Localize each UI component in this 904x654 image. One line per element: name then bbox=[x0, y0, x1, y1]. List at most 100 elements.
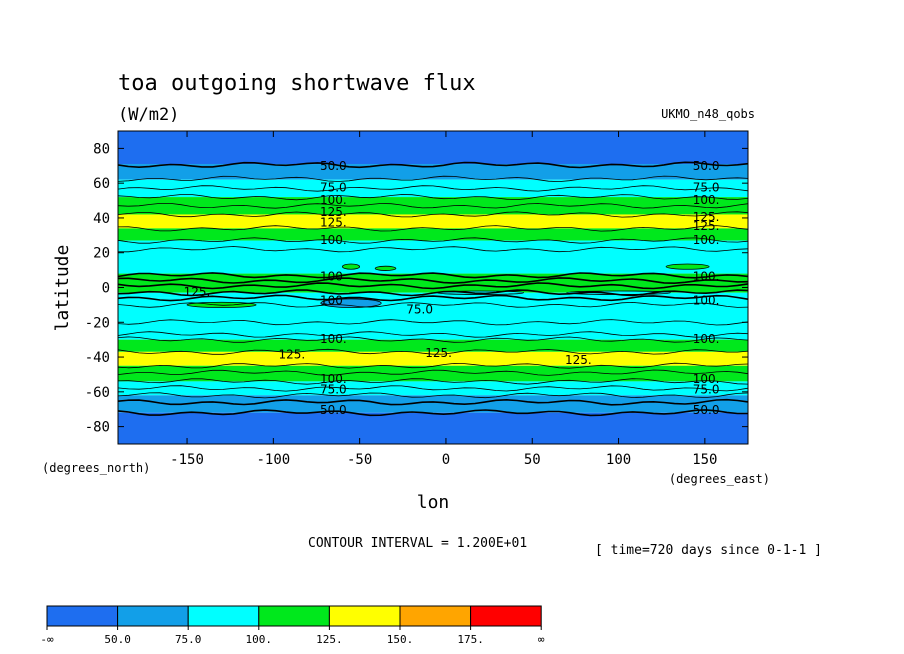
contour-band-12 bbox=[118, 365, 748, 382]
colorbar-label-3: 100. bbox=[246, 633, 273, 646]
colorbar-label-4: 125. bbox=[316, 633, 343, 646]
contour-label-22: 100. bbox=[693, 233, 720, 247]
contour-label-5: 100. bbox=[320, 233, 347, 247]
colorbar-swatch-6 bbox=[470, 605, 542, 627]
contour-patch-2 bbox=[665, 263, 710, 270]
contour-label-3: 125. bbox=[320, 205, 347, 219]
contour-line-7 bbox=[117, 237, 749, 244]
contour-line-18 bbox=[117, 348, 749, 355]
x-tick-label-6: 150 bbox=[692, 452, 717, 468]
contour-line-9 bbox=[117, 272, 749, 279]
x-tick-label-4: 50 bbox=[524, 452, 541, 468]
contour-line-1 bbox=[117, 175, 749, 183]
contour-label-9: 75.0 bbox=[406, 302, 433, 316]
contour-lines bbox=[117, 161, 749, 417]
y-tick-label-8: -80 bbox=[85, 420, 110, 436]
contour-label-6: 100 bbox=[320, 269, 343, 283]
y-axis-label: latitude bbox=[52, 245, 73, 332]
contour-line-2 bbox=[117, 185, 749, 192]
x-axis-label: lon bbox=[417, 492, 450, 513]
colorbar-swatch-1 bbox=[117, 605, 189, 627]
contour-label-24: 100. bbox=[693, 294, 720, 308]
colorbar-label-0: -∞ bbox=[40, 633, 54, 646]
contour-band-4 bbox=[118, 214, 748, 229]
colorbar-label-5: 150. bbox=[387, 633, 414, 646]
contour-label-2: 100. bbox=[320, 193, 347, 207]
y-tick-label-0: 80 bbox=[93, 141, 110, 157]
time-note: [ time=720 days since 0-1-1 ] bbox=[595, 543, 822, 558]
contour-label-28: 50.0 bbox=[693, 403, 720, 417]
contour-label-15: 75.0 bbox=[320, 382, 347, 396]
contour-label-26: 100. bbox=[693, 372, 720, 386]
y-tick-label-5: -20 bbox=[85, 315, 110, 331]
contour-label-7: 125. bbox=[184, 285, 211, 299]
contour-line-23 bbox=[117, 392, 749, 399]
colorbar-label-2: 75.0 bbox=[175, 633, 202, 646]
contour-label-19: 100. bbox=[693, 193, 720, 207]
colorbar: -∞ 50.0 75.0 100. 125. 150. 175. ∞ bbox=[40, 605, 545, 646]
contour-band-0 bbox=[118, 131, 748, 165]
contour-band-2 bbox=[118, 179, 748, 198]
contour-label-8: 100 bbox=[320, 294, 343, 308]
x-tick-label-1: -100 bbox=[256, 452, 290, 468]
x-axis: -150 -100 -50 0 50 100 150 bbox=[170, 131, 717, 468]
contour-label-10: 100. bbox=[320, 332, 347, 346]
colorbar-label-1: 50.0 bbox=[104, 633, 131, 646]
y-tick-label-6: -40 bbox=[85, 350, 110, 366]
dataset-label: UKMO_n48_qobs bbox=[661, 107, 755, 121]
y-tick-label-4: 0 bbox=[102, 281, 110, 297]
contour-line-3 bbox=[117, 194, 749, 201]
contour-label-18: 75.0 bbox=[693, 181, 720, 195]
x-tick-label-3: 0 bbox=[442, 452, 450, 468]
contour-label-25: 100. bbox=[693, 332, 720, 346]
colorbar-swatch-4 bbox=[328, 605, 401, 627]
contour-band-3 bbox=[118, 197, 748, 215]
y-tick-label-2: 40 bbox=[93, 211, 110, 227]
contour-patch-3 bbox=[341, 263, 361, 270]
contour-label-13: 125. bbox=[565, 353, 592, 367]
contour-line-12 bbox=[117, 289, 749, 297]
contour-band-11 bbox=[118, 351, 748, 366]
contour-line-11 bbox=[117, 282, 749, 290]
contour-line-4 bbox=[117, 203, 749, 209]
contour-label-20: 125. bbox=[693, 210, 720, 224]
colorbar-label-7: ∞ bbox=[538, 633, 545, 646]
chart-units: (W/m2) bbox=[118, 105, 179, 125]
contour-label-14: 100. bbox=[320, 372, 347, 386]
contour-band-10 bbox=[118, 339, 748, 352]
contour-line-21 bbox=[117, 378, 749, 385]
contour-label-11: 125. bbox=[279, 348, 306, 362]
colorbar-swatch-3 bbox=[258, 605, 330, 627]
x-tick-label-5: 100 bbox=[606, 452, 631, 468]
x-tick-label-0: -150 bbox=[170, 452, 204, 468]
contour-label-27: 75.0 bbox=[693, 382, 720, 396]
contour-patch-0 bbox=[320, 298, 382, 308]
x-tick-label-2: -50 bbox=[347, 452, 372, 468]
contour-line-0 bbox=[117, 161, 749, 169]
contour-line-16 bbox=[117, 331, 749, 338]
contour-line-20 bbox=[117, 369, 749, 376]
contour-label-1: 75.0 bbox=[320, 181, 347, 195]
contour-band-13 bbox=[118, 381, 748, 396]
contour-line-19 bbox=[117, 362, 749, 369]
contour-patch-4 bbox=[374, 265, 397, 271]
contour-label-17: 50.0 bbox=[693, 159, 720, 173]
contour-band-7 bbox=[118, 273, 748, 293]
contour-line-8 bbox=[118, 246, 749, 253]
contour-label-0: 50.0 bbox=[320, 159, 347, 173]
colorbar-swatch-2 bbox=[187, 605, 260, 627]
y-tick-label-3: 20 bbox=[93, 246, 110, 262]
contour-band-5 bbox=[118, 228, 748, 241]
contour-label-16: 50.0 bbox=[320, 403, 347, 417]
y-tick-label-7: -60 bbox=[85, 385, 110, 401]
contour-line-14 bbox=[117, 301, 749, 308]
contour-line-17 bbox=[117, 336, 749, 343]
contour-line-24 bbox=[117, 398, 749, 406]
y-axis: 80 60 40 20 0 -20 -40 -60 -80 bbox=[85, 141, 748, 436]
contour-interval-note: CONTOUR INTERVAL = 1.200E+01 bbox=[308, 536, 527, 551]
chart-title: toa outgoing shortwave flux bbox=[118, 71, 476, 96]
contour-label-12: 125. bbox=[425, 346, 452, 360]
contour-line-22 bbox=[117, 385, 749, 392]
contour-line-13 bbox=[117, 294, 749, 302]
y-tick-label-1: 60 bbox=[93, 176, 110, 192]
